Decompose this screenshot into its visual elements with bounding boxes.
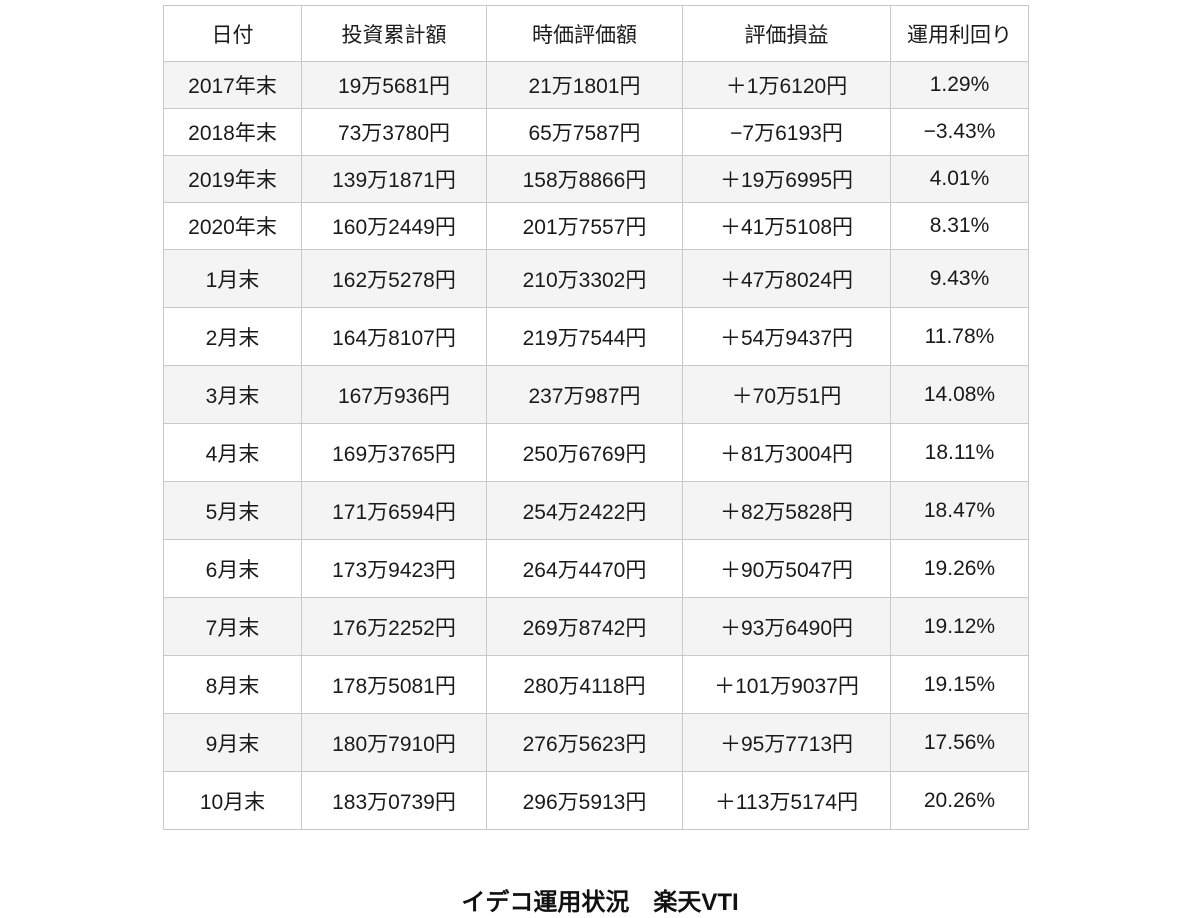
cell-date: 4月末 [163,423,302,482]
cell-gain-loss: ＋101万9037円 [682,655,891,714]
col-header-invested: 投資累計額 [301,5,487,62]
cell-invested-amount: 167万936円 [301,365,487,424]
cell-gain-loss: −7万6193円 [682,108,891,156]
table-row: 2019年末 139万1871円 158万8866円 ＋19万6995円 4.01% [163,155,1029,203]
cell-invested-amount: 139万1871円 [301,155,487,203]
cell-yield: 19.26% [890,539,1029,598]
table-row: 10月末 183万0739円 296万5913円 ＋113万5174円 20.26% [163,771,1029,830]
investment-table: 日付 投資累計額 時価評価額 評価損益 運用利回り 2017年末 19万5681円… [163,5,1029,830]
cell-invested-amount: 176万2252円 [301,597,487,656]
table-row: 3月末 167万936円 237万987円 ＋70万51円 14.08% [163,365,1029,424]
cell-market-value: 158万8866円 [486,155,683,203]
cell-yield: 19.12% [890,597,1029,656]
table-row: 9月末 180万7910円 276万5623円 ＋95万7713円 17.56% [163,713,1029,772]
cell-invested-amount: 178万5081円 [301,655,487,714]
col-header-gain-loss: 評価損益 [682,5,891,62]
cell-yield: 9.43% [890,249,1029,308]
cell-yield: 1.29% [890,61,1029,109]
col-header-date: 日付 [163,5,302,62]
cell-yield: 19.15% [890,655,1029,714]
cell-gain-loss: ＋47万8024円 [682,249,891,308]
cell-yield: 18.47% [890,481,1029,540]
cell-yield: 20.26% [890,771,1029,830]
cell-date: 8月末 [163,655,302,714]
cell-invested-amount: 173万9423円 [301,539,487,598]
table-row: 2017年末 19万5681円 21万1801円 ＋1万6120円 1.29% [163,61,1029,109]
cell-invested-amount: 160万2449円 [301,202,487,250]
cell-market-value: 269万8742円 [486,597,683,656]
cell-gain-loss: ＋54万9437円 [682,307,891,366]
cell-invested-amount: 183万0739円 [301,771,487,830]
cell-date: 9月末 [163,713,302,772]
table-row: 6月末 173万9423円 264万4470円 ＋90万5047円 19.26% [163,539,1029,598]
cell-invested-amount: 171万6594円 [301,481,487,540]
table-caption: イデコ運用状況 楽天VTI [461,889,739,916]
cell-date: 1月末 [163,249,302,308]
cell-market-value: 264万4470円 [486,539,683,598]
cell-gain-loss: ＋41万5108円 [682,202,891,250]
cell-date: 5月末 [163,481,302,540]
cell-gain-loss: ＋93万6490円 [682,597,891,656]
cell-date: 2018年末 [163,108,302,156]
cell-market-value: 276万5623円 [486,713,683,772]
cell-market-value: 250万6769円 [486,423,683,482]
cell-yield: 8.31% [890,202,1029,250]
cell-gain-loss: ＋19万6995円 [682,155,891,203]
table-row: 5月末 171万6594円 254万2422円 ＋82万5828円 18.47% [163,481,1029,540]
cell-market-value: 65万7587円 [486,108,683,156]
cell-gain-loss: ＋81万3004円 [682,423,891,482]
cell-yield: 17.56% [890,713,1029,772]
cell-invested-amount: 169万3765円 [301,423,487,482]
cell-date: 6月末 [163,539,302,598]
cell-invested-amount: 162万5278円 [301,249,487,308]
cell-market-value: 237万987円 [486,365,683,424]
cell-market-value: 210万3302円 [486,249,683,308]
cell-invested-amount: 180万7910円 [301,713,487,772]
cell-invested-amount: 164万8107円 [301,307,487,366]
table-row: 1月末 162万5278円 210万3302円 ＋47万8024円 9.43% [163,249,1029,308]
cell-date: 10月末 [163,771,302,830]
cell-market-value: 21万1801円 [486,61,683,109]
cell-gain-loss: ＋113万5174円 [682,771,891,830]
cell-invested-amount: 19万5681円 [301,61,487,109]
cell-yield: 11.78% [890,307,1029,366]
table-body: 2017年末 19万5681円 21万1801円 ＋1万6120円 1.29% 2018年… [163,61,1029,830]
cell-invested-amount: 73万3780円 [301,108,487,156]
cell-gain-loss: ＋95万7713円 [682,713,891,772]
cell-date: 2020年末 [163,202,302,250]
cell-date: 2017年末 [163,61,302,109]
cell-gain-loss: ＋70万51円 [682,365,891,424]
table-row: 2018年末 73万3780円 65万7587円 −7万6193円 −3.43% [163,108,1029,156]
cell-date: 7月末 [163,597,302,656]
cell-date: 2月末 [163,307,302,366]
table-row: 7月末 176万2252円 269万8742円 ＋93万6490円 19.12% [163,597,1029,656]
table-header-row: 日付 投資累計額 時価評価額 評価損益 運用利回り [163,5,1029,62]
cell-gain-loss: ＋82万5828円 [682,481,891,540]
table-row: 4月末 169万3765円 250万6769円 ＋81万3004円 18.11% [163,423,1029,482]
table-row: 2020年末 160万2449円 201万7557円 ＋41万5108円 8.31% [163,202,1029,250]
cell-gain-loss: ＋1万6120円 [682,61,891,109]
cell-gain-loss: ＋90万5047円 [682,539,891,598]
cell-date: 3月末 [163,365,302,424]
cell-market-value: 254万2422円 [486,481,683,540]
cell-date: 2019年末 [163,155,302,203]
cell-yield: 14.08% [890,365,1029,424]
table-row: 8月末 178万5081円 280万4118円 ＋101万9037円 19.15% [163,655,1029,714]
cell-yield: −3.43% [890,108,1029,156]
col-header-market-value: 時価評価額 [486,5,683,62]
cell-yield: 4.01% [890,155,1029,203]
cell-market-value: 280万4118円 [486,655,683,714]
cell-yield: 18.11% [890,423,1029,482]
cell-market-value: 219万7544円 [486,307,683,366]
col-header-yield: 運用利回り [890,5,1029,62]
cell-market-value: 296万5913円 [486,771,683,830]
cell-market-value: 201万7557円 [486,202,683,250]
table-row: 2月末 164万8107円 219万7544円 ＋54万9437円 11.78% [163,307,1029,366]
